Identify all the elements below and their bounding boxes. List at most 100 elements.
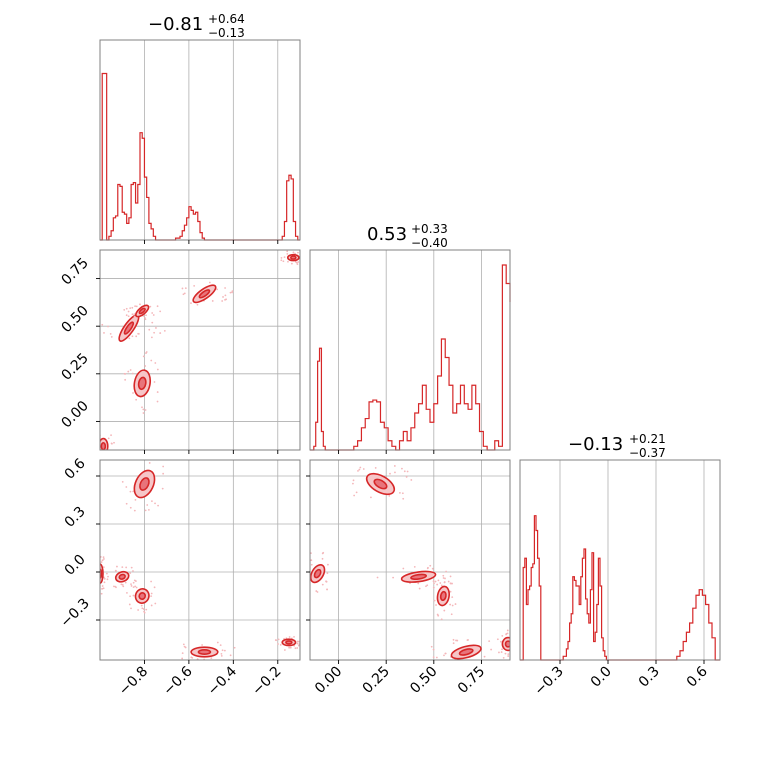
sample-dot [432, 656, 435, 659]
sample-dot [277, 638, 280, 641]
histogram-param2 [520, 515, 720, 661]
sample-dot [221, 649, 224, 652]
sample-dot [145, 314, 147, 317]
sample-dot [156, 368, 159, 371]
x-tick-label: 0.00 [312, 664, 345, 697]
sample-dot [190, 302, 192, 305]
sample-dot [296, 642, 299, 645]
title-param0-plus: +0.64 [208, 12, 245, 26]
sample-dot [207, 661, 209, 663]
sample-dot [124, 581, 127, 584]
sample-dot [181, 652, 184, 654]
sample-dot [103, 577, 106, 580]
sample-dot [98, 455, 100, 457]
sample-dot [443, 654, 445, 657]
x-tick-label: 0.0 [588, 664, 615, 691]
sample-dot [141, 607, 144, 610]
title-param2: −0.13 [568, 434, 623, 455]
sample-dot [127, 310, 130, 313]
title-param1-plus: +0.33 [411, 222, 448, 236]
sample-dot [326, 572, 329, 575]
sample-dot [220, 652, 223, 655]
contour-inner [290, 255, 297, 260]
x-tick-label: −0.4 [205, 663, 240, 698]
sample-dot [288, 636, 291, 638]
sample-dot [321, 557, 324, 560]
sample-dot [148, 328, 151, 331]
sample-dot [223, 649, 226, 652]
sample-dot [161, 487, 164, 490]
sample-dot [442, 577, 445, 579]
sample-dot [135, 305, 138, 308]
sample-dot [104, 462, 106, 464]
sample-dot [304, 573, 306, 575]
x-tick-label: −0.2 [249, 664, 284, 699]
sample-dot [310, 559, 313, 562]
sample-dot [277, 643, 279, 645]
sample-dot [150, 595, 153, 598]
sample-dot [183, 292, 186, 295]
sample-dot [401, 492, 404, 495]
sample-dot [306, 563, 308, 565]
sample-dot [413, 565, 416, 568]
sample-dot [388, 494, 391, 497]
sample-dot [129, 572, 132, 574]
sample-dot [425, 585, 427, 588]
sample-dot [502, 656, 505, 659]
sample-dot [132, 392, 134, 394]
sample-dot [139, 303, 141, 306]
contour-inner [100, 441, 107, 450]
sample-dot [430, 645, 433, 648]
sample-dot [442, 574, 445, 577]
sample-dot [154, 502, 156, 505]
sample-dot [132, 581, 135, 584]
sample-dot [132, 490, 135, 493]
sample-dot [431, 567, 434, 570]
sample-dot [454, 603, 457, 605]
sample-dot [496, 638, 499, 641]
sample-dot [144, 409, 147, 411]
sample-dot [402, 567, 405, 570]
x-tick-label: −0.3 [531, 664, 566, 699]
sample-dot [146, 504, 149, 506]
sample-dot [355, 491, 358, 494]
sample-dot [130, 585, 133, 587]
sample-dot [99, 456, 101, 458]
sample-dot [280, 257, 283, 259]
contour-inner [458, 648, 474, 656]
sample-dot [283, 649, 286, 651]
sample-dot [113, 585, 115, 588]
sample-dot [191, 657, 194, 659]
sample-dot [219, 644, 222, 647]
sample-dot [298, 640, 300, 643]
sample-dot [296, 647, 299, 649]
sample-dot [359, 466, 362, 469]
sample-dot [134, 451, 136, 453]
sample-dot [151, 500, 153, 503]
sample-dot [207, 661, 209, 663]
sample-dot [286, 252, 289, 255]
sample-dot [229, 654, 232, 657]
sample-dot [305, 569, 307, 571]
y-tick-label: 0.00 [58, 398, 91, 431]
sample-dot [292, 251, 295, 254]
x-tick-label: 0.50 [407, 664, 440, 697]
sample-dot [96, 581, 98, 583]
sample-dot [283, 256, 286, 259]
sample-dot [432, 580, 435, 583]
sample-dot [466, 639, 469, 642]
sample-dot [140, 604, 143, 607]
contour-inner [410, 573, 428, 580]
sample-dot [210, 657, 213, 660]
sample-dot [128, 603, 131, 606]
sample-dot [507, 653, 510, 656]
sample-dot [418, 587, 421, 590]
sample-dot [111, 456, 113, 458]
sample-dot [449, 575, 452, 578]
sample-dot [149, 305, 152, 308]
sample-dot [451, 660, 453, 662]
sample-dot [156, 391, 159, 393]
sample-dot [515, 647, 517, 649]
panel-hist-param1 [309, 249, 511, 451]
